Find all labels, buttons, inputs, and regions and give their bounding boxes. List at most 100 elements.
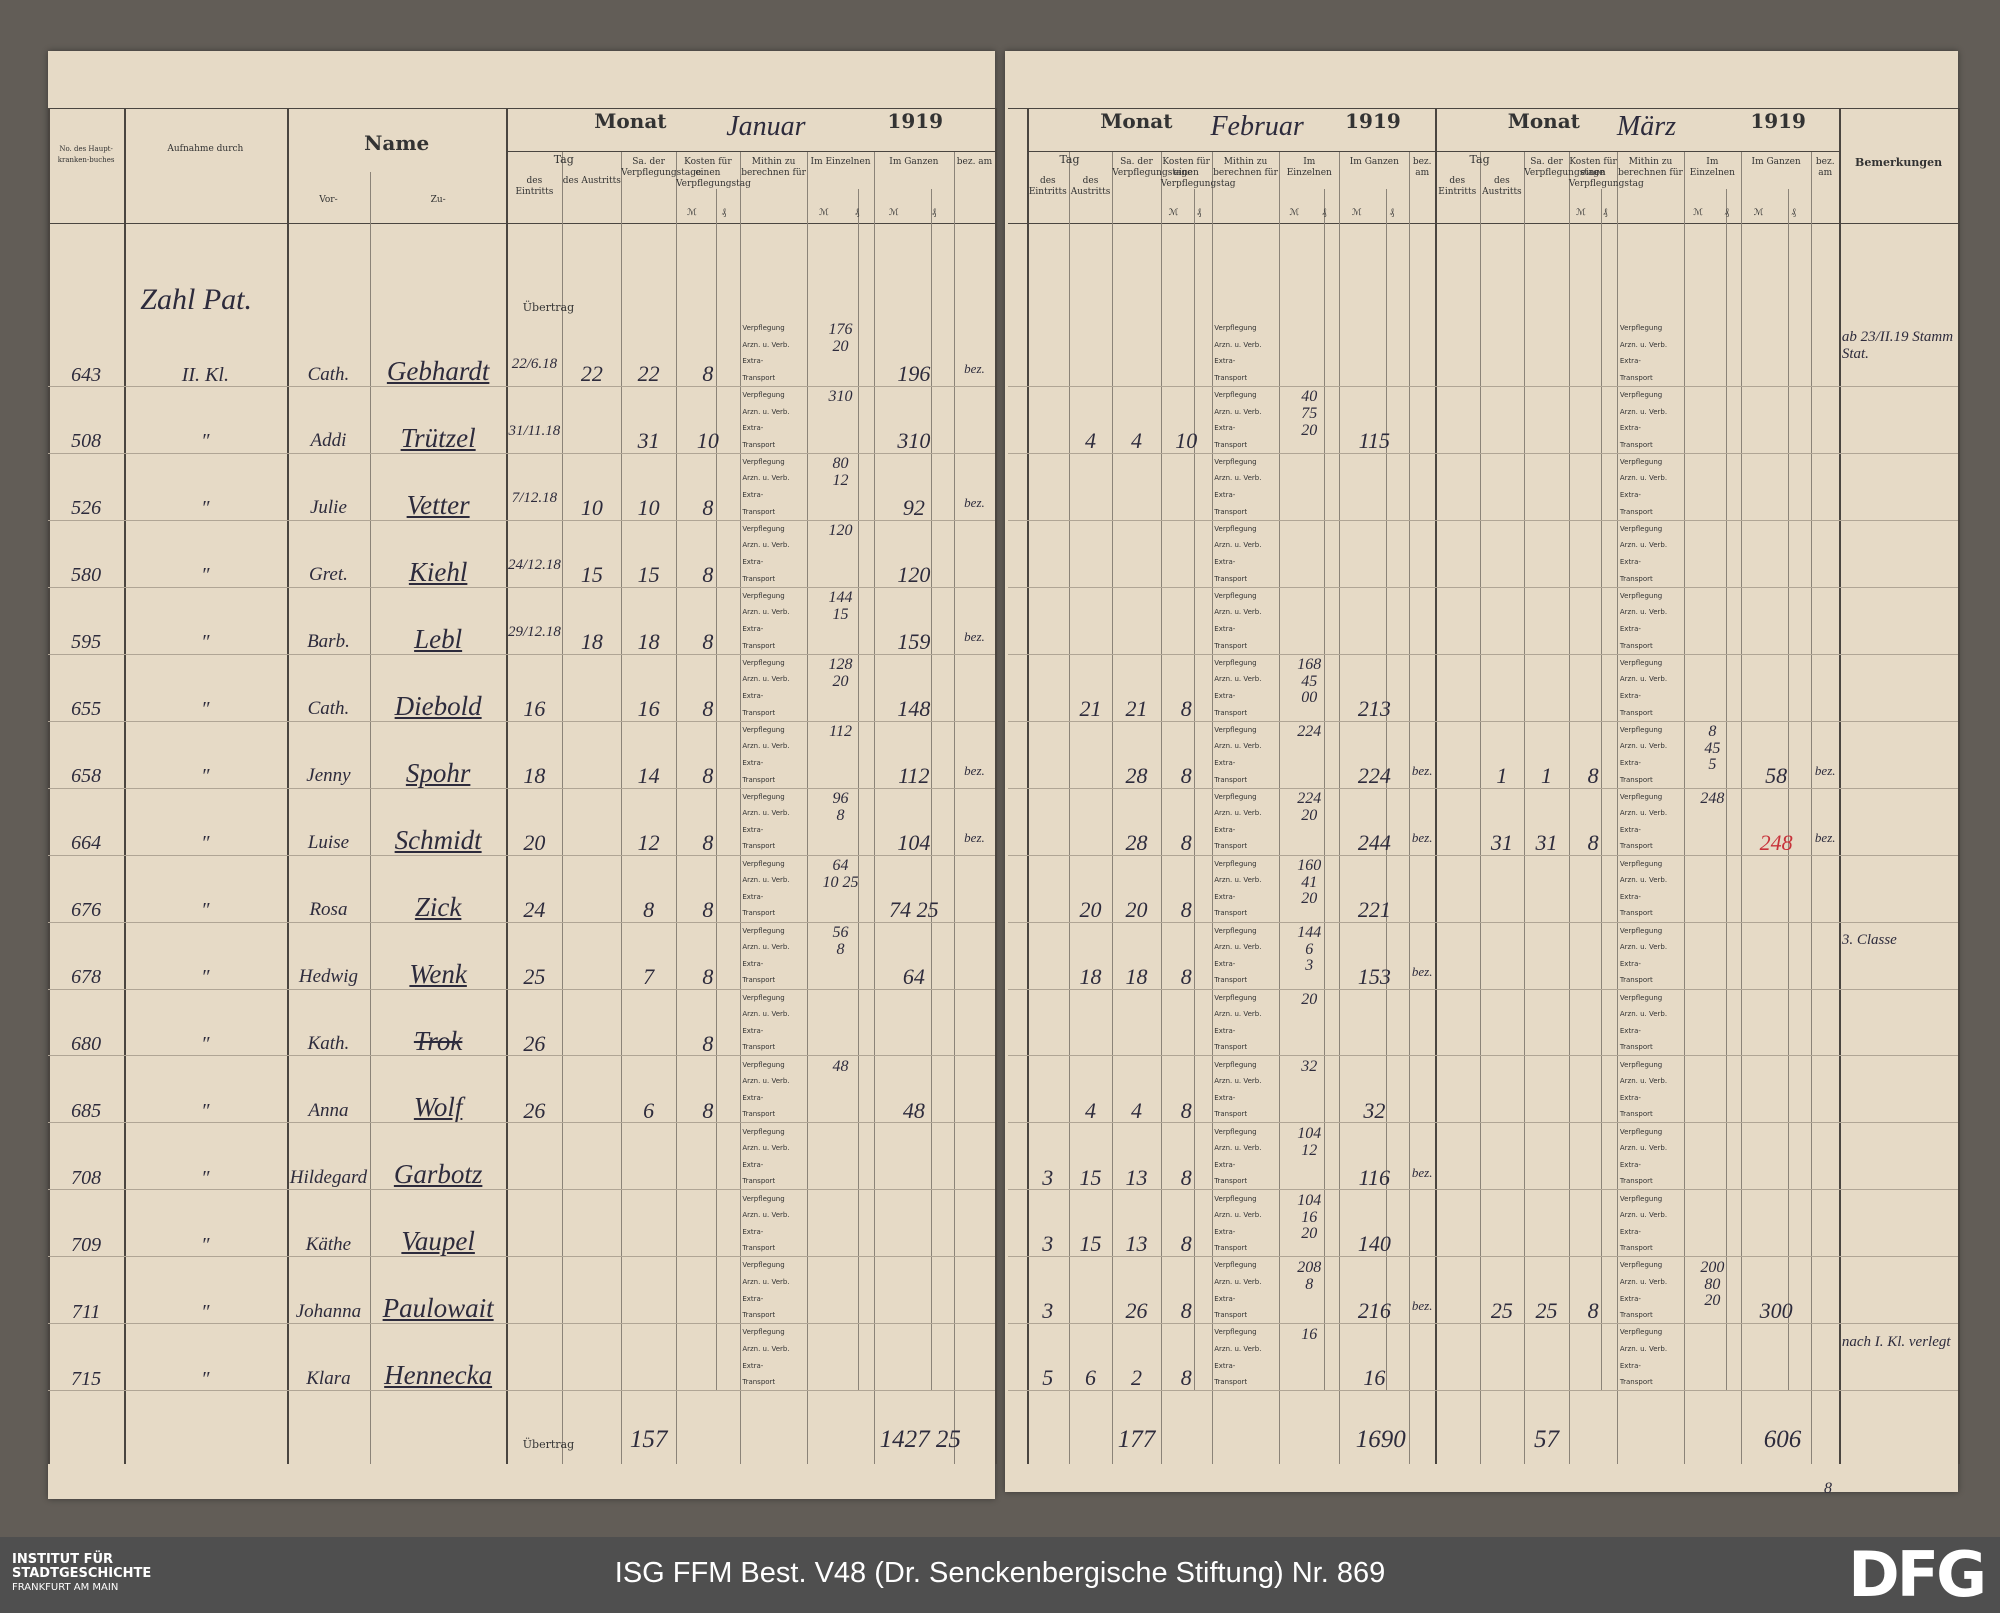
cell-einzeln: 224 [1297, 790, 1322, 808]
sublabel: Verpflegung [1214, 1060, 1257, 1069]
row-no: 711 [71, 1301, 101, 1323]
cell-ein: 5 [1042, 1365, 1054, 1391]
sublabel: Extra- [742, 691, 764, 700]
row-aufnahme: ″ [201, 1033, 210, 1056]
cell-ein: 29/12.18 [507, 623, 561, 640]
sublabel: Verpflegung [742, 792, 785, 801]
cell-ganzen: 153 [1357, 963, 1391, 989]
sublabel: Extra- [1214, 1026, 1236, 1035]
total-tage: 177 [1117, 1426, 1156, 1453]
sublabel: Transport [1214, 775, 1248, 784]
column-line [715, 188, 717, 1391]
sublabel: Transport [1214, 641, 1248, 650]
left-page [48, 51, 995, 1499]
cell-kosten: 8 [702, 628, 714, 654]
sublabel: Arzn. u. Verb. [742, 407, 790, 416]
row-line [1007, 1189, 1958, 1191]
row-line [1007, 653, 1958, 655]
column-line [1811, 150, 1813, 1465]
cell-ein: 25 [523, 963, 546, 989]
cell-ganzen: 216 [1357, 1298, 1391, 1324]
cell-ein: 3 [1042, 1164, 1054, 1190]
sublabel: Arzn. u. Verb. [1619, 608, 1668, 617]
first-name: Hedwig [298, 966, 358, 988]
cell-einzeln: 20 [1301, 1225, 1318, 1243]
sublabel: Transport [1619, 1311, 1653, 1320]
row-line [1007, 1323, 1958, 1325]
cell-bez: bez. [964, 829, 985, 845]
sublabel: Transport [1619, 708, 1653, 717]
sublabel: Arzn. u. Verb. [1619, 742, 1668, 751]
surname: Garbotz [393, 1159, 483, 1190]
month-year: 1919 [887, 109, 944, 134]
col-name: Name [364, 130, 430, 155]
row-line [1007, 720, 1958, 722]
sublabel: Extra- [742, 758, 764, 767]
column-header: des Eintritts [1438, 176, 1477, 198]
cell-einzeln: 8 [1305, 1275, 1314, 1293]
cell-tage: 31 [637, 427, 660, 453]
sublabel: Arzn. u. Verb. [1214, 541, 1262, 550]
sublabel: Transport [742, 842, 776, 851]
first-name: Addi [310, 430, 347, 452]
row-no: 708 [71, 1167, 102, 1190]
column-line [676, 150, 677, 1465]
unit: ₰ [1602, 207, 1608, 218]
sublabel: Extra- [1214, 1160, 1236, 1169]
sublabel: Verpflegung [1619, 323, 1663, 332]
cell-einzeln: 310 [828, 388, 853, 406]
cell-tage: 21 [1125, 695, 1148, 721]
column-line [1600, 188, 1602, 1391]
sublabel: Transport [1619, 842, 1653, 851]
cell-ganzen: 148 [897, 695, 931, 721]
cell-ganzen: 16 [1363, 1365, 1386, 1391]
cell-aus: 15 [1079, 1231, 1102, 1257]
column-header: Im Ganzen [1751, 156, 1801, 167]
cell-einzeln: 112 [829, 723, 852, 741]
sublabel: Transport [1619, 1043, 1653, 1052]
sublabel: Extra- [742, 491, 764, 500]
column-line [1211, 150, 1213, 1465]
unit: ℳ [687, 207, 697, 218]
cell-kosten: 8 [1180, 963, 1192, 989]
cell-kosten: 10 [1175, 427, 1198, 453]
col-tag: Tag [553, 153, 574, 167]
sublabel: Verpflegung [742, 1328, 785, 1337]
column-line [873, 150, 875, 1465]
sublabel: Verpflegung [1619, 993, 1663, 1002]
sublabel: Extra- [1619, 825, 1641, 834]
sublabel: Arzn. u. Verb. [742, 1211, 790, 1220]
cell-einzeln: 8 [836, 806, 845, 824]
row-line [1007, 787, 1958, 789]
cell-einzeln: 40 [1301, 388, 1318, 406]
sublabel: Extra- [742, 959, 764, 968]
sublabel: Transport [1619, 976, 1653, 985]
remark: ab 23/II.19 Stamm Stat. [1841, 329, 1954, 363]
column-header: Sa. der Verpflegungstage [1112, 156, 1193, 178]
sublabel: Extra- [742, 1294, 764, 1303]
surname: Vetter [406, 489, 470, 520]
cell-einzeln: 12 [1301, 1141, 1318, 1159]
sublabel: Arzn. u. Verb. [1619, 1144, 1668, 1153]
total-ganzen: 1427 25 [879, 1426, 961, 1453]
row-no: 595 [71, 631, 102, 654]
col-zu: Zu- [430, 195, 446, 206]
cell-tage: 13 [1125, 1231, 1148, 1257]
column-line [1409, 150, 1411, 1465]
cell-aus: 6 [1085, 1365, 1097, 1391]
sublabel: Verpflegung [1214, 1127, 1257, 1136]
sublabel: Transport [742, 1177, 776, 1186]
sublabel: Arzn. u. Verb. [742, 943, 790, 952]
sublabel: Extra- [1619, 1227, 1641, 1236]
column-header: Im Einzelnen [1689, 156, 1735, 178]
cell-tage: 15 [637, 561, 660, 587]
row-line [48, 223, 995, 225]
first-name: Kath. [307, 1033, 350, 1055]
cell-einzeln: 96 [832, 790, 849, 808]
sublabel: Verpflegung [1214, 323, 1257, 332]
month-year: 1919 [1345, 109, 1401, 134]
cell-aus: 25 [1490, 1298, 1513, 1324]
row-no: 715 [71, 1367, 102, 1390]
sublabel: Extra- [1214, 424, 1236, 433]
